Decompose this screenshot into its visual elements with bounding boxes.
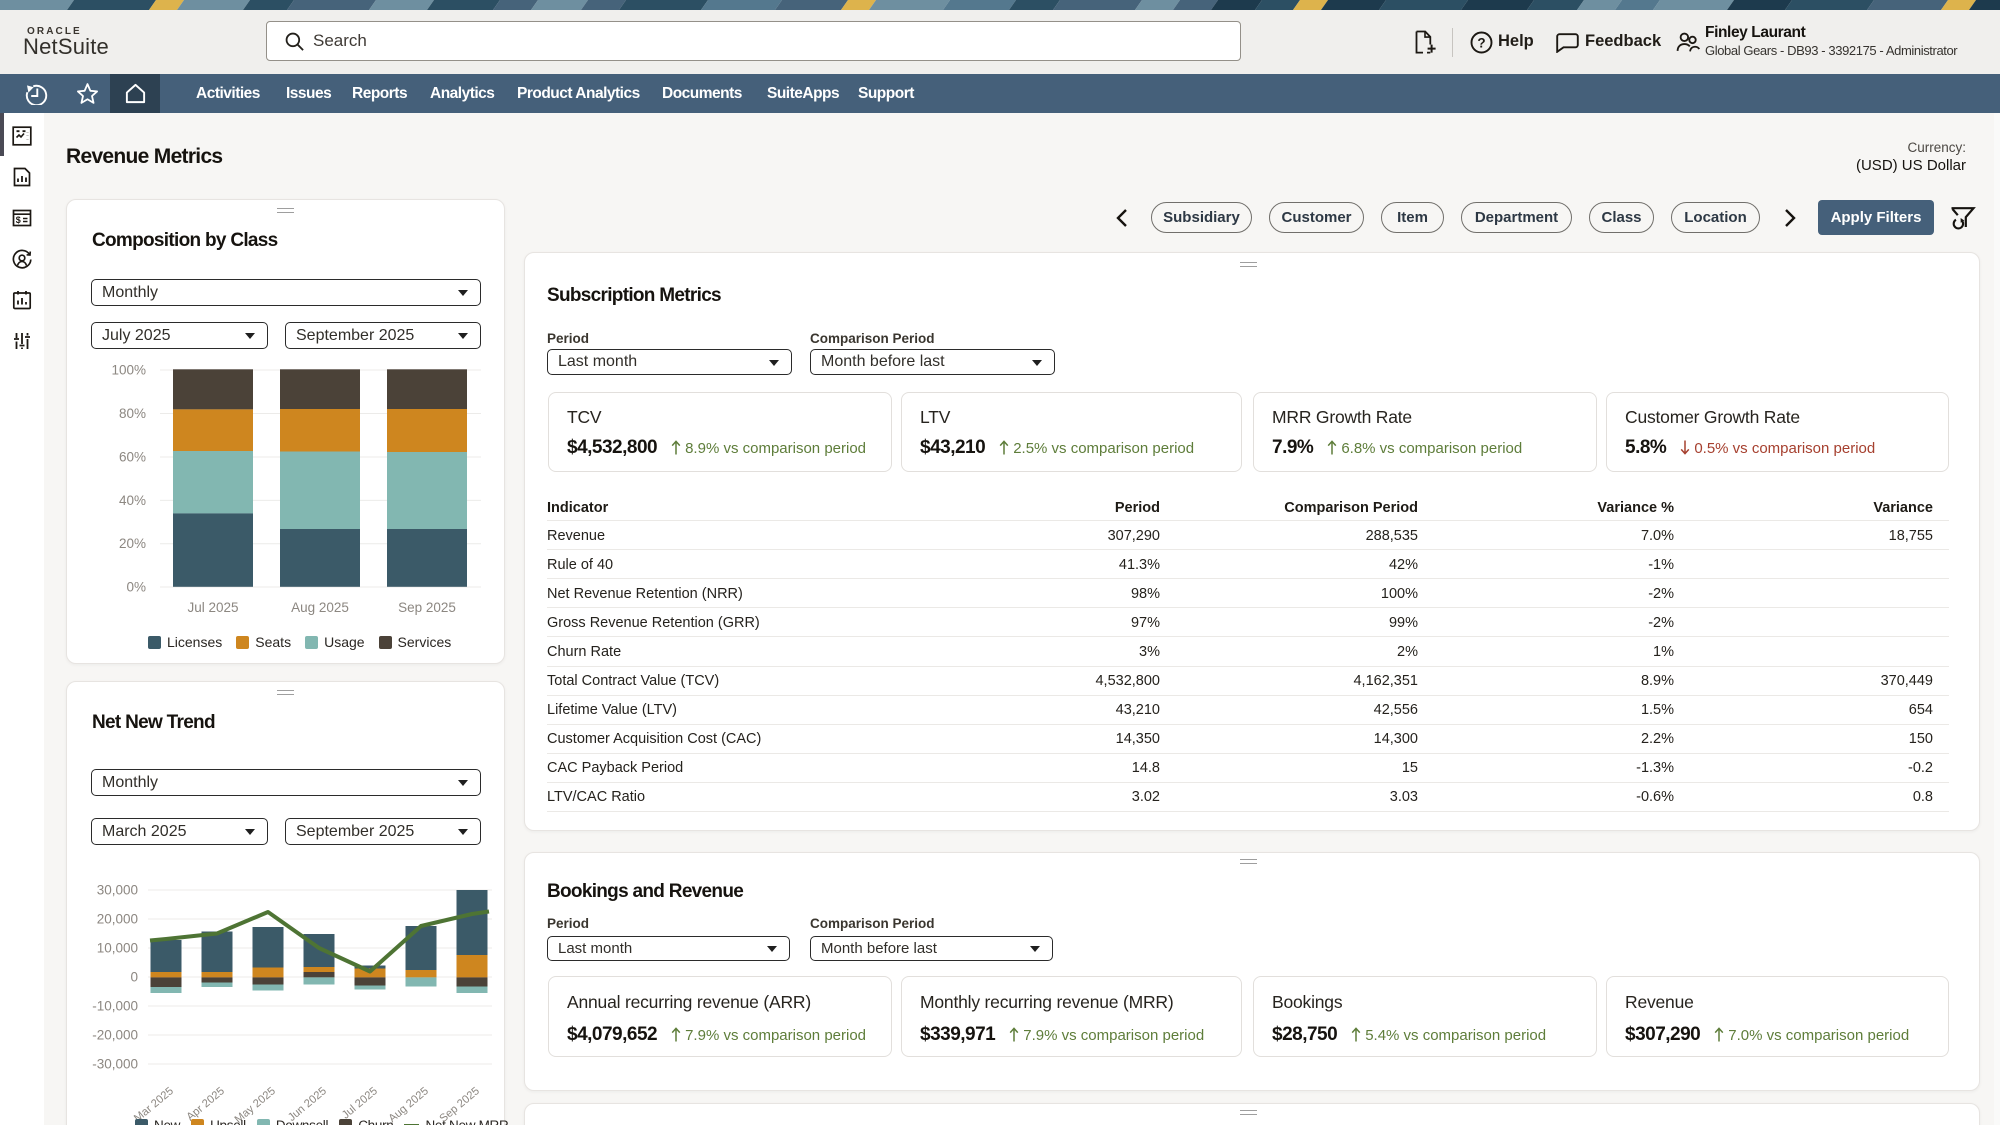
- svg-text:$: $: [16, 215, 21, 225]
- svg-text:80%: 80%: [119, 406, 146, 421]
- svg-text:10,000: 10,000: [97, 941, 138, 956]
- svg-text:Aug 2025: Aug 2025: [291, 600, 349, 615]
- svg-text:?: ?: [1477, 35, 1485, 50]
- svg-text:60%: 60%: [119, 450, 146, 465]
- svg-text:40%: 40%: [119, 493, 146, 508]
- svg-text:-30,000: -30,000: [92, 1057, 138, 1072]
- svg-text:Jul 2025: Jul 2025: [340, 1085, 380, 1121]
- svg-text:20,000: 20,000: [97, 912, 138, 927]
- svg-text:20%: 20%: [119, 536, 146, 551]
- svg-text:0: 0: [130, 970, 138, 985]
- svg-text:100%: 100%: [111, 363, 146, 378]
- svg-text:-20,000: -20,000: [92, 1028, 138, 1043]
- svg-text:-10,000: -10,000: [92, 999, 138, 1014]
- svg-text:Jul 2025: Jul 2025: [187, 600, 238, 615]
- svg-text:30,000: 30,000: [97, 883, 138, 898]
- svg-text:Sep 2025: Sep 2025: [398, 600, 456, 615]
- svg-text:0%: 0%: [126, 580, 146, 595]
